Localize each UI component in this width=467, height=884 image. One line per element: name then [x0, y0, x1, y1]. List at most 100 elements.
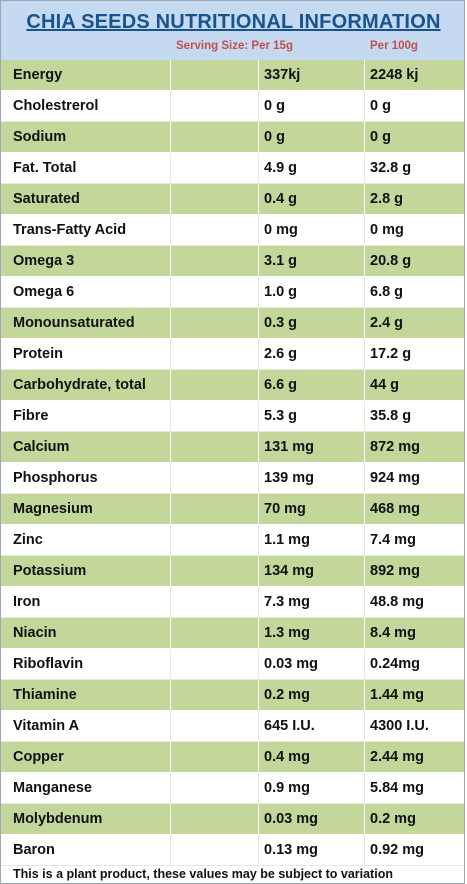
per-15g-value: 645 I.U.: [259, 711, 365, 741]
per-15g-value: 1.3 mg: [259, 618, 365, 648]
nutrient-name: Iron: [1, 587, 171, 617]
nutrient-name: Saturated: [1, 184, 171, 214]
per-100g-value: 5.84 mg: [370, 780, 424, 796]
per-15g-value: 7.3 mg: [259, 587, 365, 617]
per-15g-value: 1.1 mg: [259, 525, 365, 555]
empty-cell: [171, 215, 259, 245]
per-100g-value: 1.44 mg: [370, 687, 424, 703]
per-15g-value: 0 mg: [259, 215, 365, 245]
per-15g-value: 0.4 mg: [259, 742, 365, 772]
per-100g-value: 7.4 mg: [370, 532, 416, 548]
per-15g-value: 139 mg: [259, 463, 365, 493]
table-row: Manganese 0.9 mg 5.84 mg: [1, 773, 464, 804]
empty-cell: [171, 556, 259, 586]
per-100g-value: 892 mg: [370, 563, 420, 579]
empty-cell: [171, 680, 259, 710]
per-15g-value: 0 g: [259, 91, 365, 121]
empty-cell: [171, 91, 259, 121]
per-15g-value: 3.1 g: [259, 246, 365, 276]
page-title: CHIA SEEDS NUTRITIONAL INFORMATION: [26, 11, 441, 33]
table-row: Omega 3 3.1 g 20.8 g: [1, 246, 464, 277]
nutrient-name: Trans-Fatty Acid: [1, 215, 171, 245]
nutrient-name: Protein: [1, 339, 171, 369]
per-15g-value: 0.13 mg: [259, 835, 365, 865]
nutrient-name: Molybdenum: [1, 804, 171, 834]
nutrient-name: Vitamin A: [1, 711, 171, 741]
per-100g-value: 20.8 g: [370, 253, 412, 269]
footer-note: This is a plant product, these values ma…: [13, 867, 393, 881]
per-100g-value: 0.2 mg: [370, 811, 416, 827]
empty-cell: [171, 618, 259, 648]
empty-cell: [171, 494, 259, 524]
empty-cell: [171, 277, 259, 307]
nutrient-name: Manganese: [1, 773, 171, 803]
empty-cell: [171, 649, 259, 679]
empty-cell: [171, 525, 259, 555]
nutrient-name: Fat. Total: [1, 153, 171, 183]
per-100g-value: 0 g: [370, 98, 391, 114]
table-row: Molybdenum 0.03 mg 0.2 mg: [1, 804, 464, 835]
empty-cell: [171, 711, 259, 741]
empty-cell: [171, 432, 259, 462]
per-100g-value: 2.8 g: [370, 191, 404, 207]
per-100g-value: 6.8 g: [370, 284, 404, 300]
nutrient-name: Baron: [1, 835, 171, 865]
nutrient-name: Carbohydrate, total: [1, 370, 171, 400]
table-row: Saturated 0.4 g 2.8 g: [1, 184, 464, 215]
nutrient-name: Calcium: [1, 432, 171, 462]
nutrient-name: Sodium: [1, 122, 171, 152]
empty-cell: [171, 742, 259, 772]
per-15g-value: 2.6 g: [259, 339, 365, 369]
per-15g-value: 70 mg: [259, 494, 365, 524]
nutrient-name: Monounsaturated: [1, 308, 171, 338]
nutrient-name: Cholestrerol: [1, 91, 171, 121]
nutrient-name: Zinc: [1, 525, 171, 555]
per-15g-value: 0.03 mg: [259, 804, 365, 834]
per-100g-value: 44 g: [370, 377, 400, 393]
empty-cell: [171, 153, 259, 183]
nutrient-name: Fibre: [1, 401, 171, 431]
table-row: Calcium 131 mg 872 mg: [1, 432, 464, 463]
per-100g-value: 17.2 g: [370, 346, 412, 362]
table-row: Monounsaturated 0.3 g 2.4 g: [1, 308, 464, 339]
per-15g-value: 0.03 mg: [259, 649, 365, 679]
per-15g-value: 0 g: [259, 122, 365, 152]
nutrient-name: Phosphorus: [1, 463, 171, 493]
table-row: Sodium 0 g 0 g: [1, 122, 464, 153]
per-15g-value: 0.9 mg: [259, 773, 365, 803]
table-row: Phosphorus 139 mg 924 mg: [1, 463, 464, 494]
per-15g-value: 6.6 g: [259, 370, 365, 400]
empty-cell: [171, 370, 259, 400]
per-100g-value: 924 mg: [370, 470, 420, 486]
table-row: Riboflavin 0.03 mg 0.24mg: [1, 649, 464, 680]
empty-cell: [171, 246, 259, 276]
table-row: Baron 0.13 mg 0.92 mg: [1, 835, 464, 866]
empty-cell: [171, 587, 259, 617]
empty-cell: [171, 122, 259, 152]
empty-cell: [171, 339, 259, 369]
table-row: Zinc 1.1 mg 7.4 mg: [1, 525, 464, 556]
per-100g-value: 2248 kj: [370, 67, 419, 83]
per-100g-value: 2.44 mg: [370, 749, 424, 765]
table-row: Protein 2.6 g 17.2 g: [1, 339, 464, 370]
nutrient-name: Omega 3: [1, 246, 171, 276]
table-row: Trans-Fatty Acid 0 mg 0 mg: [1, 215, 464, 246]
per-100g-value: 4300 I.U.: [370, 718, 429, 734]
table-row: Omega 6 1.0 g 6.8 g: [1, 277, 464, 308]
per-15g-value: 134 mg: [259, 556, 365, 586]
table-row: Vitamin A 645 I.U. 4300 I.U.: [1, 711, 464, 742]
per-100g-value: 8.4 mg: [370, 625, 416, 641]
table-row: Fat. Total 4.9 g 32.8 g: [1, 153, 464, 184]
empty-cell: [171, 463, 259, 493]
per-100g-value: 48.8 mg: [370, 594, 424, 610]
table-row: Carbohydrate, total 6.6 g 44 g: [1, 370, 464, 401]
empty-cell: [171, 773, 259, 803]
table-row: Potassium 134 mg 892 mg: [1, 556, 464, 587]
nutrient-name: Magnesium: [1, 494, 171, 524]
per-15g-value: 131 mg: [259, 432, 365, 462]
per-100g-value: 32.8 g: [370, 160, 412, 176]
empty-cell: [171, 308, 259, 338]
serving-size-header: Serving Size: Per 15g: [176, 40, 293, 52]
